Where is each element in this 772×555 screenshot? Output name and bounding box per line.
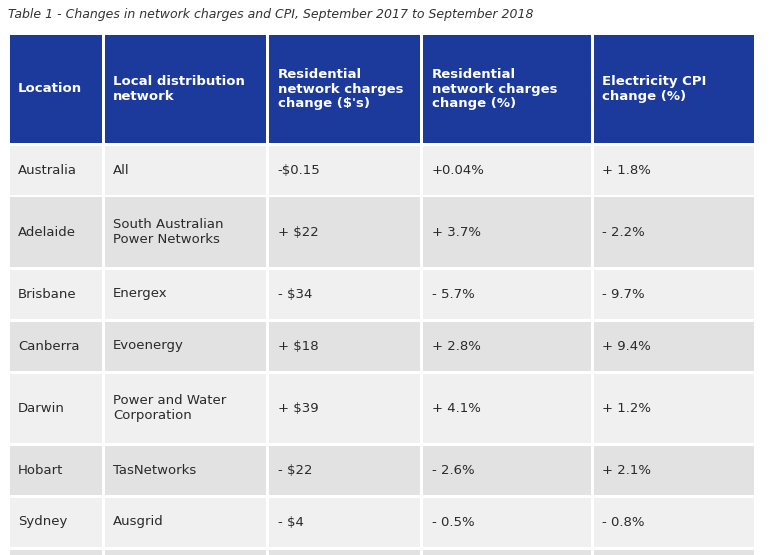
Text: - 5.7%: - 5.7% (432, 287, 475, 300)
Text: - 2.2%: - 2.2% (602, 225, 645, 239)
Text: - 0.8%: - 0.8% (602, 516, 645, 528)
Text: Table 1 - Changes in network charges and CPI, September 2017 to September 2018: Table 1 - Changes in network charges and… (8, 8, 533, 21)
Text: Hobart: Hobart (18, 463, 63, 477)
Text: Ausgrid: Ausgrid (113, 516, 164, 528)
Text: + 4.1%: + 4.1% (432, 401, 481, 415)
Text: + $22: + $22 (278, 225, 319, 239)
Text: Sydney: Sydney (18, 516, 67, 528)
Text: Local distribution
network: Local distribution network (113, 75, 245, 103)
Text: Power and Water
Corporation: Power and Water Corporation (113, 394, 226, 422)
Text: Darwin: Darwin (18, 401, 65, 415)
Text: - 2.6%: - 2.6% (432, 463, 474, 477)
Text: +0.04%: +0.04% (432, 164, 485, 176)
Text: Location: Location (18, 83, 82, 95)
Text: Electricity CPI
change (%): Electricity CPI change (%) (602, 75, 706, 103)
Text: + 9.4%: + 9.4% (602, 340, 651, 352)
Text: Brisbane: Brisbane (18, 287, 76, 300)
Text: Residential
network charges
change (%): Residential network charges change (%) (432, 68, 557, 110)
Text: + $18: + $18 (278, 340, 318, 352)
Text: + 2.8%: + 2.8% (432, 340, 481, 352)
Text: TasNetworks: TasNetworks (113, 463, 196, 477)
Text: - $34: - $34 (278, 287, 312, 300)
Text: South Australian
Power Networks: South Australian Power Networks (113, 218, 224, 246)
Text: + 1.8%: + 1.8% (602, 164, 652, 176)
Text: Canberra: Canberra (18, 340, 80, 352)
Text: -$0.15: -$0.15 (278, 164, 320, 176)
Text: + 1.2%: + 1.2% (602, 401, 652, 415)
Text: Energex: Energex (113, 287, 168, 300)
Text: + 3.7%: + 3.7% (432, 225, 481, 239)
Text: - 9.7%: - 9.7% (602, 287, 645, 300)
Text: + $39: + $39 (278, 401, 318, 415)
Text: Evoenergy: Evoenergy (113, 340, 184, 352)
Text: Australia: Australia (18, 164, 77, 176)
Text: Adelaide: Adelaide (18, 225, 76, 239)
Text: Residential
network charges
change ($'s): Residential network charges change ($'s) (278, 68, 403, 110)
Text: + 2.1%: + 2.1% (602, 463, 652, 477)
Text: All: All (113, 164, 130, 176)
Text: - $4: - $4 (278, 516, 303, 528)
Text: - $22: - $22 (278, 463, 312, 477)
Text: - 0.5%: - 0.5% (432, 516, 474, 528)
